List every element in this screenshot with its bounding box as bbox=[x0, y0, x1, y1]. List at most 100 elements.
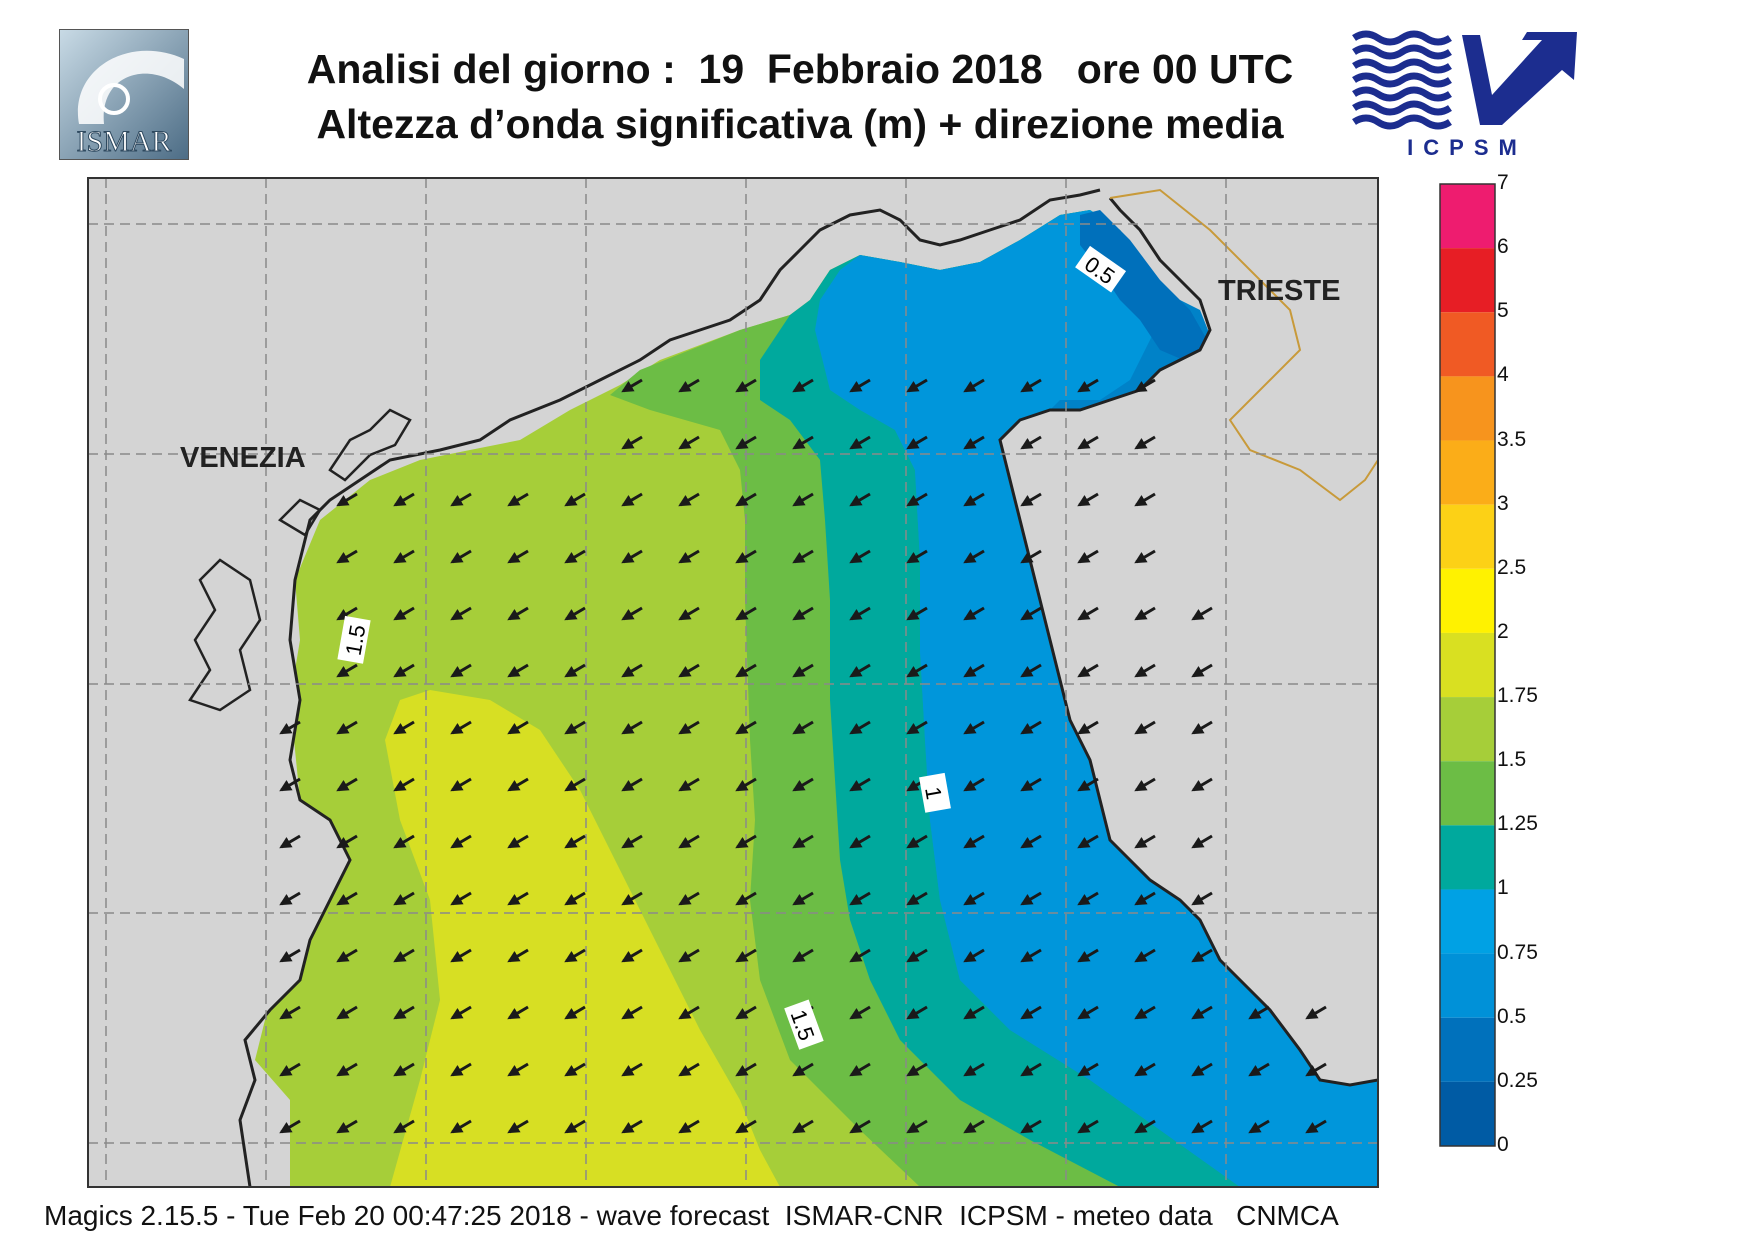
wave-direction-arrow bbox=[507, 606, 529, 621]
wave-direction-arrow bbox=[1077, 663, 1099, 678]
wave-direction-arrow bbox=[906, 891, 928, 906]
wave-direction-arrow bbox=[564, 1062, 586, 1077]
wave-direction-arrow bbox=[906, 435, 928, 450]
svg-text:1.5: 1.5 bbox=[341, 623, 371, 657]
wave-direction-arrow bbox=[963, 834, 985, 849]
wave-direction-arrow bbox=[564, 1005, 586, 1020]
wave-direction-arrow bbox=[1077, 834, 1099, 849]
wave-direction-arrow bbox=[963, 663, 985, 678]
colorbar-swatch bbox=[1440, 953, 1495, 1018]
wave-direction-arrow bbox=[621, 834, 643, 849]
colorbar-swatch bbox=[1440, 504, 1495, 569]
wave-direction-arrow bbox=[621, 378, 643, 393]
wave-direction-arrow bbox=[792, 1062, 814, 1077]
wave-direction-arrow bbox=[792, 492, 814, 507]
wave-direction-arrow bbox=[450, 720, 472, 735]
wave-direction-arrow bbox=[792, 777, 814, 792]
wave-direction-arrow bbox=[279, 834, 301, 849]
wave-direction-arrow bbox=[336, 663, 358, 678]
wave-direction-arrow bbox=[963, 378, 985, 393]
wave-direction-arrow bbox=[678, 1005, 700, 1020]
wave-direction-arrow bbox=[1077, 492, 1099, 507]
city-label-venezia: VENEZIA bbox=[180, 442, 306, 474]
wave-direction-arrow bbox=[792, 834, 814, 849]
wave-direction-arrow bbox=[279, 1062, 301, 1077]
wave-direction-arrow bbox=[564, 720, 586, 735]
wave-direction-arrow bbox=[1134, 378, 1156, 393]
wave-direction-arrow bbox=[906, 1005, 928, 1020]
wave-direction-arrow bbox=[735, 834, 757, 849]
wave-direction-arrow bbox=[792, 663, 814, 678]
wave-direction-arrow bbox=[1020, 1062, 1042, 1077]
wave-direction-arrow bbox=[963, 891, 985, 906]
wave-direction-arrow bbox=[1134, 720, 1156, 735]
wave-direction-arrow bbox=[849, 1005, 871, 1020]
wave-direction-arrow bbox=[1077, 891, 1099, 906]
icpsm-logo-icon: ICPSM bbox=[1352, 30, 1577, 160]
wave-direction-arrow bbox=[906, 663, 928, 678]
wave-direction-arrow bbox=[1020, 834, 1042, 849]
colorbar-tick-label: 1.25 bbox=[1497, 812, 1538, 836]
wave-direction-arrow bbox=[507, 891, 529, 906]
wave-direction-arrow bbox=[393, 492, 415, 507]
svg-text:ISMAR: ISMAR bbox=[76, 125, 171, 158]
wave-direction-arrow bbox=[963, 606, 985, 621]
wave-direction-arrow bbox=[336, 720, 358, 735]
wave-direction-arrow bbox=[621, 492, 643, 507]
wave-direction-arrow bbox=[678, 435, 700, 450]
wave-direction-arrow bbox=[1020, 606, 1042, 621]
wave-direction-arrow bbox=[450, 948, 472, 963]
wave-direction-arrow bbox=[621, 663, 643, 678]
colorbar-frame bbox=[1439, 183, 1496, 1147]
wave-direction-arrow bbox=[1134, 948, 1156, 963]
wave-direction-arrow bbox=[1077, 606, 1099, 621]
wave-direction-arrow bbox=[393, 663, 415, 678]
wave-direction-arrow bbox=[1020, 1005, 1042, 1020]
wave-direction-arrow bbox=[621, 435, 643, 450]
wave-direction-arrow bbox=[564, 891, 586, 906]
wave-direction-arrow bbox=[507, 948, 529, 963]
colorbar-tick-label: 5 bbox=[1497, 299, 1509, 323]
colorbar-swatch bbox=[1440, 1017, 1495, 1082]
colorbar-swatch bbox=[1440, 825, 1495, 890]
wave-direction-arrow bbox=[1134, 1062, 1156, 1077]
wave-direction-arrow bbox=[735, 1062, 757, 1077]
wave-direction-arrow bbox=[393, 948, 415, 963]
wave-direction-arrow bbox=[1020, 492, 1042, 507]
wave-direction-arrow bbox=[678, 1062, 700, 1077]
wave-direction-arrow bbox=[963, 948, 985, 963]
wave-direction-arrow bbox=[393, 606, 415, 621]
wave-direction-arrow bbox=[1077, 1005, 1099, 1020]
contour-label-1: 1 bbox=[919, 772, 951, 813]
wave-direction-arrow bbox=[963, 492, 985, 507]
map-subtitle: Altezza d’onda significativa (m) + direz… bbox=[316, 101, 1284, 147]
wave-direction-arrow bbox=[336, 948, 358, 963]
wave-direction-arrow bbox=[735, 378, 757, 393]
wave-direction-arrow bbox=[792, 549, 814, 564]
wave-direction-arrow bbox=[735, 720, 757, 735]
wave-direction-arrow bbox=[792, 1119, 814, 1134]
wave-direction-arrow bbox=[1020, 720, 1042, 735]
land-istria-east bbox=[1000, 178, 1378, 1085]
wave-direction-arrow bbox=[1134, 891, 1156, 906]
wave-direction-arrow bbox=[1191, 834, 1213, 849]
grid-lines bbox=[88, 178, 1378, 1187]
wave-direction-arrow bbox=[1020, 435, 1042, 450]
wave-direction-arrow bbox=[621, 1005, 643, 1020]
wave-direction-arrow bbox=[279, 720, 301, 735]
wave-direction-arrow bbox=[735, 549, 757, 564]
colorbar-swatch bbox=[1440, 312, 1495, 377]
wave-direction-arrow bbox=[450, 663, 472, 678]
wave-direction-arrow bbox=[564, 834, 586, 849]
wave-direction-arrow bbox=[735, 948, 757, 963]
wave-direction-arrow bbox=[507, 720, 529, 735]
wave-direction-arrow bbox=[336, 606, 358, 621]
wave-direction-arrow bbox=[792, 891, 814, 906]
wave-direction-arrow bbox=[678, 549, 700, 564]
wave-direction-arrow bbox=[507, 834, 529, 849]
colorbar-tick-label: 3 bbox=[1497, 491, 1509, 515]
sea-0.25-0.5 bbox=[1080, 210, 1210, 365]
wave-direction-arrow bbox=[393, 777, 415, 792]
wave-direction-arrow bbox=[507, 663, 529, 678]
wave-direction-arrow bbox=[450, 492, 472, 507]
